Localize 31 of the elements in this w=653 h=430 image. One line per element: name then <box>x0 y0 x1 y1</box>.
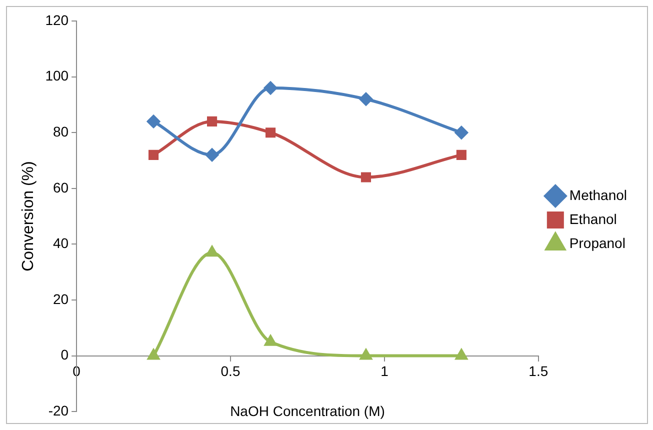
point <box>359 92 372 106</box>
point <box>148 349 160 360</box>
point <box>147 114 160 128</box>
y-tick-label: 0 <box>60 346 69 363</box>
point <box>456 150 466 160</box>
point <box>207 116 218 126</box>
y-tick-label: 20 <box>52 290 69 307</box>
y-tick-label: 80 <box>52 123 69 140</box>
x-axis-title: NaOH Concentration (M) <box>230 402 385 419</box>
y-tick-label: 40 <box>52 235 69 252</box>
y-axis-title: Conversion (%) <box>20 161 38 272</box>
y-tick-label: -20 <box>48 402 69 418</box>
point <box>206 246 218 257</box>
point <box>206 148 219 162</box>
legend-label: Propanol <box>569 234 626 251</box>
x-tick-label: 0.5 <box>220 363 240 380</box>
point <box>360 349 372 360</box>
point <box>456 349 468 360</box>
x-tick-label: 1 <box>380 363 389 380</box>
point <box>264 81 278 94</box>
y-tick-label: 120 <box>45 12 69 28</box>
point <box>266 128 276 138</box>
point <box>148 150 159 160</box>
legend-label: Ethanol <box>569 210 617 227</box>
point <box>360 172 372 182</box>
x-tick-label: 1.5 <box>528 363 548 380</box>
point <box>264 335 276 346</box>
legend-label: Methanol <box>569 186 627 203</box>
y-tick-label: 100 <box>45 68 69 84</box>
y-tick-label: 60 <box>52 179 69 196</box>
point <box>454 126 468 140</box>
